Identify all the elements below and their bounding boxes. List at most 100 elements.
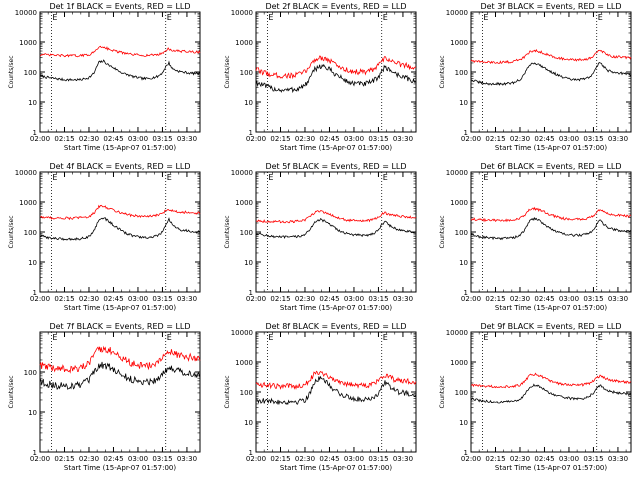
- panel-det-8f: Det 8f BLACK = Events, RED = LLD 1 10 100 10…: [224, 322, 417, 472]
- x-tick-label: 03:30: [608, 455, 628, 463]
- series-line-events: [255, 63, 417, 94]
- plot-frame: [39, 331, 201, 453]
- x-tick-label: 02:00: [461, 455, 481, 463]
- y-tick-label: 1: [464, 129, 468, 137]
- y-tick-label: 1: [33, 129, 37, 137]
- x-tick-label: 02:30: [510, 455, 530, 463]
- series-line-lld: [470, 48, 632, 64]
- panel-title: Det 9f BLACK = Events, RED = LLD: [480, 322, 621, 331]
- x-tick-label: 02:45: [103, 135, 123, 143]
- event-marker-label: E: [268, 333, 273, 342]
- event-marker-label: E: [167, 333, 172, 342]
- x-tick-label: 02:00: [246, 455, 266, 463]
- y-tick-label: 100: [455, 69, 468, 77]
- event-marker-label: E: [383, 173, 388, 182]
- x-tick-label: 03:15: [583, 295, 603, 303]
- x-tick-label: 03:00: [128, 135, 148, 143]
- x-tick-label: 03:15: [583, 455, 603, 463]
- series-line-lld: [470, 372, 632, 389]
- x-tick-label: 02:45: [319, 295, 339, 303]
- panel-det-5f: Det 5f BLACK = Events, RED = LLD 1 10 100 10…: [224, 162, 417, 312]
- y-tick-label: 1000: [235, 39, 253, 47]
- x-tick-label: 02:30: [295, 135, 315, 143]
- x-tick-label: 02:45: [319, 135, 339, 143]
- series-line-events: [470, 216, 632, 241]
- x-tick-label: 02:15: [485, 135, 505, 143]
- y-tick-label: 10: [459, 99, 468, 107]
- y-tick-label: 10000: [231, 9, 253, 17]
- x-axis-label: Start Time (15-Apr-07 01:57:00): [280, 464, 392, 472]
- y-tick-label: 1000: [450, 359, 468, 367]
- panel-title: Det 2f BLACK = Events, RED = LLD: [265, 2, 406, 11]
- series-line-events: [255, 218, 417, 240]
- plot-frame: [470, 11, 632, 133]
- x-tick-label: 03:15: [152, 455, 172, 463]
- y-tick-label: 10000: [231, 169, 253, 177]
- series-line-events: [470, 383, 632, 404]
- panel-det-7f: Det 7f BLACK = Events, RED = LLD 1 10 100 02…: [8, 322, 201, 472]
- y-axis-label: Counts/sec: [224, 55, 231, 88]
- y-tick-label: 10000: [446, 329, 468, 337]
- x-tick-label: 02:15: [54, 455, 74, 463]
- x-tick-label: 03:15: [583, 135, 603, 143]
- x-tick-label: 02:30: [295, 455, 315, 463]
- y-tick-label: 10000: [446, 9, 468, 17]
- y-tick-label: 1000: [235, 359, 253, 367]
- y-tick-label: 100: [240, 69, 253, 77]
- x-axis-label: Start Time (15-Apr-07 01:57:00): [280, 304, 392, 312]
- panel-det-6f: Det 6f BLACK = Events, RED = LLD 1 10 100 10…: [439, 162, 632, 312]
- event-marker-label: E: [598, 333, 603, 342]
- panel-title: Det 6f BLACK = Events, RED = LLD: [480, 162, 621, 171]
- y-tick-label: 10000: [231, 329, 253, 337]
- x-tick-label: 03:30: [177, 295, 197, 303]
- x-tick-label: 02:45: [534, 295, 554, 303]
- x-axis-label: Start Time (15-Apr-07 01:57:00): [495, 144, 607, 152]
- x-tick-label: 02:30: [510, 135, 530, 143]
- x-tick-label: 03:15: [152, 295, 172, 303]
- event-marker-label: E: [52, 173, 57, 182]
- x-tick-label: 03:30: [608, 135, 628, 143]
- event-marker-label: E: [483, 333, 488, 342]
- plot-frame: [39, 171, 201, 293]
- y-axis-label: Counts/sec: [8, 375, 15, 408]
- series-line-events: [39, 217, 201, 241]
- x-tick-label: 03:30: [608, 295, 628, 303]
- y-tick-label: 100: [24, 229, 37, 237]
- series-line-lld: [255, 55, 417, 80]
- x-tick-label: 02:30: [295, 295, 315, 303]
- y-tick-label: 10: [28, 259, 37, 267]
- x-tick-label: 02:00: [30, 295, 50, 303]
- y-axis-label: Counts/sec: [224, 375, 231, 408]
- event-marker-label: E: [268, 13, 273, 22]
- x-tick-label: 02:45: [103, 295, 123, 303]
- y-tick-label: 1: [33, 449, 37, 457]
- series-line-lld: [255, 210, 417, 224]
- x-tick-label: 02:45: [534, 455, 554, 463]
- y-tick-label: 1: [249, 289, 253, 297]
- y-tick-label: 10000: [15, 9, 37, 17]
- series-line-events: [470, 62, 632, 86]
- y-tick-label: 1000: [235, 199, 253, 207]
- plot-frame: [255, 331, 417, 453]
- y-tick-label: 10: [459, 259, 468, 267]
- y-tick-label: 1000: [450, 199, 468, 207]
- x-tick-label: 02:00: [461, 135, 481, 143]
- event-marker-label: E: [598, 13, 603, 22]
- event-marker-label: E: [383, 13, 388, 22]
- panel-title: Det 5f BLACK = Events, RED = LLD: [265, 162, 406, 171]
- series-line-lld: [39, 204, 201, 221]
- event-marker-label: E: [483, 13, 488, 22]
- event-marker-label: E: [598, 173, 603, 182]
- panel-title: Det 1f BLACK = Events, RED = LLD: [49, 2, 190, 11]
- panel-title: Det 4f BLACK = Events, RED = LLD: [49, 162, 190, 171]
- event-marker-label: E: [383, 333, 388, 342]
- series-line-events: [255, 375, 417, 406]
- x-tick-label: 03:00: [559, 455, 579, 463]
- x-tick-label: 02:15: [270, 455, 290, 463]
- y-tick-label: 100: [24, 369, 37, 377]
- y-tick-label: 10: [244, 419, 253, 427]
- x-tick-label: 02:00: [461, 295, 481, 303]
- x-tick-label: 02:15: [270, 135, 290, 143]
- series-line-lld: [39, 45, 201, 58]
- x-tick-label: 02:30: [79, 135, 99, 143]
